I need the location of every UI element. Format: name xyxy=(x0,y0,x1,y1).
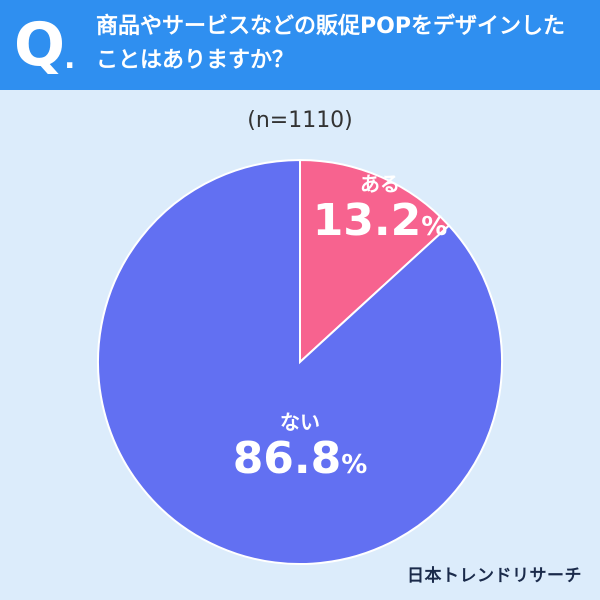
q-mark: Q. xyxy=(14,8,76,82)
slice-value-aru-unit: % xyxy=(421,212,448,242)
pie-slice-aru xyxy=(299,158,451,365)
slice-value-nai-number: 86.8 xyxy=(232,433,342,484)
brand-logo-text: 日本トレンドリサーチ xyxy=(407,566,582,586)
question-header: Q. 商品やサービスなどの販促POPをデザインしたことはありますか？ xyxy=(0,0,600,90)
slice-label-nai: ない 86.8% xyxy=(200,410,400,490)
slice-label-aru: ある 13.2% xyxy=(300,172,460,252)
q-dot: . xyxy=(64,41,76,76)
slice-value-aru-number: 13.2 xyxy=(312,195,422,246)
slice-name-aru: ある xyxy=(360,172,400,196)
slice-value-nai: 86.8% xyxy=(200,434,400,490)
slice-name-nai: ない xyxy=(280,410,320,434)
q-letter: Q xyxy=(14,10,66,80)
question-text: 商品やサービスなどの販促POPをデザインしたことはありますか？ xyxy=(96,14,565,73)
pie-slice-nai xyxy=(97,158,503,565)
sample-size-label: (n=1110) xyxy=(247,108,353,133)
slice-value-aru: 13.2% xyxy=(300,196,460,252)
slice-value-nai-unit: % xyxy=(341,450,368,480)
